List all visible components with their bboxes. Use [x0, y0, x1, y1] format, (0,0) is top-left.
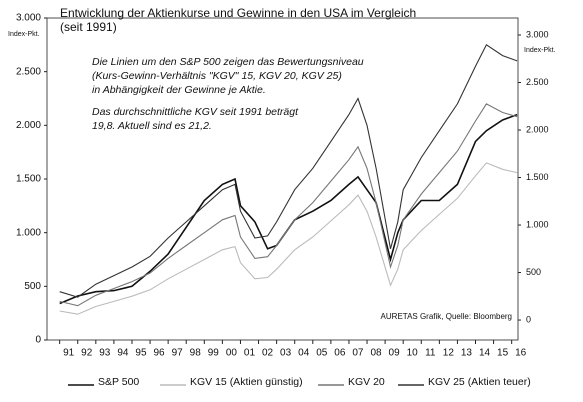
x-tick-label: 06 — [334, 348, 346, 359]
annotation: (Kurs-Gewinn-Verhältnis "KGV" 15, KGV 20… — [92, 70, 342, 82]
y-tick-label: 500 — [24, 281, 41, 292]
source: AURETAS Grafik, Quelle: Bloomberg — [381, 312, 512, 321]
y-unit: Index-Pkt. — [8, 31, 40, 38]
x-tick-label: 11 — [425, 348, 436, 359]
y-tick-label: 1.500 — [16, 174, 41, 185]
x-tick-label: 01 — [244, 348, 256, 359]
y2-tick-label: 500 — [526, 267, 541, 277]
series-line — [59, 162, 518, 315]
y-tick-label: 0 — [35, 335, 41, 346]
annotation: Die Linien um den S&P 500 zeigen das Bew… — [92, 56, 364, 68]
x-tick-label: 94 — [117, 348, 129, 359]
x-tick-label: 93 — [99, 348, 111, 359]
y-tick-label: 3.000 — [16, 13, 41, 24]
y2-tick-label: 3.000 — [526, 29, 549, 39]
annotation: Das durchschnittliche KGV seit 1991 betr… — [92, 106, 299, 118]
legend-label: KGV 15 (Aktien günstig) — [190, 376, 303, 388]
x-tick-label: 15 — [497, 348, 509, 359]
x-tick-label: 91 — [63, 348, 75, 359]
legend-label: S&P 500 — [98, 376, 139, 388]
x-tick-label: 08 — [370, 348, 382, 359]
x-tick-label: 14 — [479, 348, 491, 359]
y2-unit: Index-Pkt. — [524, 47, 556, 54]
legend-label: KGV 25 (Aktien teuer) — [428, 376, 531, 388]
series-line — [59, 43, 518, 298]
y2-tick-label: 1.500 — [526, 172, 549, 182]
y2-tick-label: 2.500 — [526, 77, 549, 87]
chart-subtitle: (seit 1991) — [60, 20, 117, 34]
x-tick-label: 03 — [280, 348, 292, 359]
x-tick-label: 10 — [407, 348, 419, 359]
y2-tick-label: 0 — [526, 314, 531, 324]
y2-tick-label: 1.000 — [526, 219, 549, 229]
x-tick-label: 12 — [443, 348, 455, 359]
chart-title: Entwicklung der Aktienkurse und Gewinne … — [60, 6, 416, 20]
x-tick-label: 13 — [461, 348, 473, 359]
x-tick-label: 16 — [515, 348, 527, 359]
series-line — [59, 103, 518, 307]
x-tick-label: 04 — [298, 348, 310, 359]
x-tick-label: 95 — [135, 348, 147, 359]
y-tick-label: 2.000 — [16, 120, 41, 131]
x-tick-label: 97 — [172, 348, 184, 359]
x-tick-label: 02 — [262, 348, 274, 359]
x-tick-label: 09 — [389, 348, 401, 359]
x-tick-label: 96 — [153, 348, 165, 359]
y2-tick-label: 2.000 — [526, 124, 549, 134]
x-tick-label: 07 — [352, 348, 364, 359]
x-tick-label: 92 — [81, 348, 93, 359]
legend-label: KGV 20 — [348, 376, 385, 388]
x-tick-label: 98 — [190, 348, 202, 359]
series-line — [59, 113, 518, 305]
y-tick-label: 2.500 — [16, 66, 41, 77]
x-tick-label: 99 — [208, 348, 220, 359]
x-tick-label: 00 — [226, 348, 238, 359]
x-tick-label: 05 — [316, 348, 328, 359]
annotation: 19,8. Aktuell sind es 21,2. — [92, 120, 212, 132]
annotation: in Abhängigkeit der Gewinne je Aktie. — [92, 84, 266, 96]
y-tick-label: 1.000 — [16, 227, 41, 238]
